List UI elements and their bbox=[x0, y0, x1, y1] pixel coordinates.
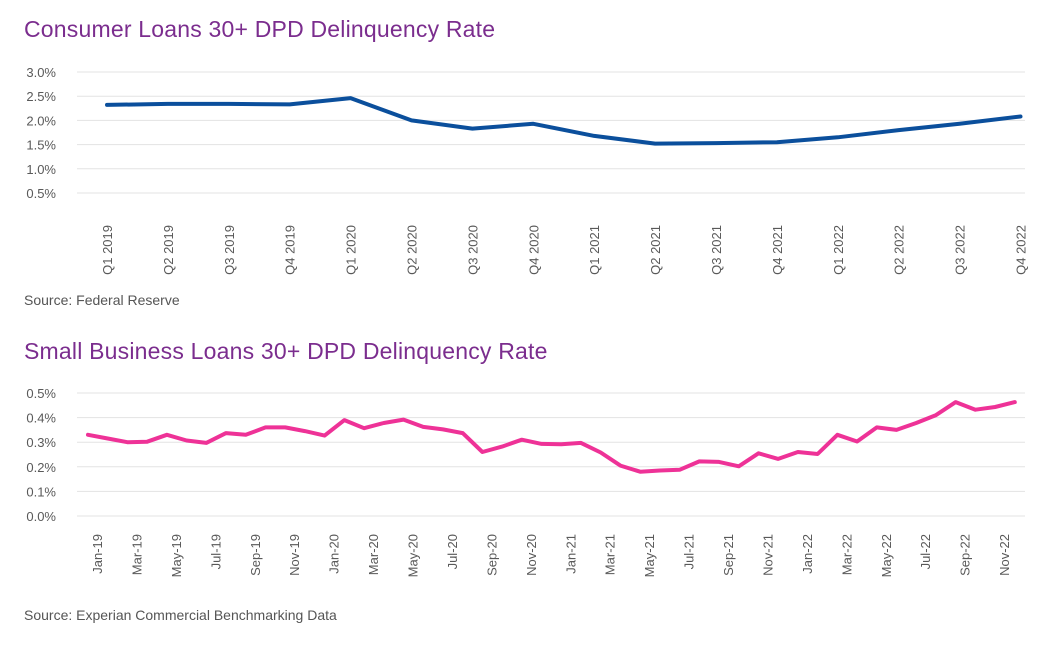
small-business-chart-title: Small Business Loans 30+ DPD Delinquency… bbox=[24, 338, 548, 364]
x-tick-label: Jan-19 bbox=[90, 534, 105, 574]
x-tick-label: Q2 2020 bbox=[405, 225, 420, 275]
x-tick-label: Q1 2019 bbox=[100, 225, 115, 275]
x-tick-label: Sep-19 bbox=[248, 534, 263, 576]
x-tick-label: Q4 2019 bbox=[283, 225, 298, 275]
x-tick-label: Q3 2019 bbox=[222, 225, 237, 275]
x-tick-label: Q4 2021 bbox=[770, 225, 785, 275]
x-tick-label: Mar-20 bbox=[366, 534, 381, 575]
x-tick-label: Jul-19 bbox=[208, 534, 223, 569]
x-tick-label: Nov-22 bbox=[997, 534, 1012, 576]
y-tick-label: 3.0% bbox=[26, 65, 56, 80]
y-tick-label: 0.3% bbox=[26, 435, 56, 450]
y-tick-label: 0.2% bbox=[26, 460, 56, 475]
x-tick-label: Nov-20 bbox=[524, 534, 539, 576]
y-tick-label: 1.5% bbox=[26, 138, 56, 153]
x-tick-label: Jan-21 bbox=[563, 534, 578, 574]
x-tick-label: Sep-22 bbox=[958, 534, 973, 576]
x-tick-label: Q2 2019 bbox=[161, 225, 176, 275]
x-tick-label: Jan-22 bbox=[800, 534, 815, 574]
data-line bbox=[105, 96, 1023, 146]
x-tick-label: Nov-21 bbox=[760, 534, 775, 576]
consumer-chart-source: Source: Federal Reserve bbox=[24, 292, 180, 308]
x-tick-label: Mar-21 bbox=[603, 534, 618, 575]
x-tick-label: Sep-21 bbox=[721, 534, 736, 576]
y-tick-label: 0.4% bbox=[26, 411, 56, 426]
x-tick-label: Q4 2020 bbox=[526, 225, 541, 275]
x-tick-label: Nov-19 bbox=[287, 534, 302, 576]
consumer-chart-title: Consumer Loans 30+ DPD Delinquency Rate bbox=[24, 16, 496, 42]
x-tick-label: May-19 bbox=[169, 534, 184, 577]
x-tick-label: Q1 2021 bbox=[587, 225, 602, 275]
x-tick-label: May-22 bbox=[879, 534, 894, 577]
y-tick-label: 1.0% bbox=[26, 162, 56, 177]
x-tick-label: Sep-20 bbox=[484, 534, 499, 576]
x-tick-label: Q3 2022 bbox=[953, 225, 968, 275]
y-tick-label: 0.1% bbox=[26, 484, 56, 499]
y-tick-label: 0.5% bbox=[26, 186, 56, 201]
x-tick-label: May-21 bbox=[642, 534, 657, 577]
y-tick-label: 2.0% bbox=[26, 113, 56, 128]
y-tick-label: 0.0% bbox=[26, 509, 56, 524]
consumer-loans-chart: 0.5% 1.0% 1.5% 2.0% 2.5% 3.0% Q1 2019 Q2 2019 Q3… bbox=[26, 65, 1029, 275]
x-tick-label: Q1 2020 bbox=[344, 225, 359, 275]
data-line bbox=[86, 400, 1017, 474]
x-tick-label: Jul-21 bbox=[682, 534, 697, 569]
x-tick-label: Q3 2020 bbox=[465, 225, 480, 275]
y-tick-label: 2.5% bbox=[26, 89, 56, 104]
x-tick-label: Mar-22 bbox=[839, 534, 854, 575]
x-tick-label: Q4 2022 bbox=[1014, 225, 1029, 275]
x-tick-label: Q2 2022 bbox=[892, 225, 907, 275]
x-tick-label: Q2 2021 bbox=[648, 225, 663, 275]
x-tick-label: Jul-20 bbox=[445, 534, 460, 569]
small-business-chart-source: Source: Experian Commercial Benchmarking… bbox=[24, 607, 337, 623]
x-tick-label: Jul-22 bbox=[918, 534, 933, 569]
x-tick-label: Jan-20 bbox=[327, 534, 342, 574]
x-tick-label: May-20 bbox=[406, 534, 421, 577]
x-tick-label: Q3 2021 bbox=[709, 225, 724, 275]
x-tick-label: Q1 2022 bbox=[831, 225, 846, 275]
x-tick-label: Mar-19 bbox=[129, 534, 144, 575]
y-tick-label: 0.5% bbox=[26, 386, 56, 401]
